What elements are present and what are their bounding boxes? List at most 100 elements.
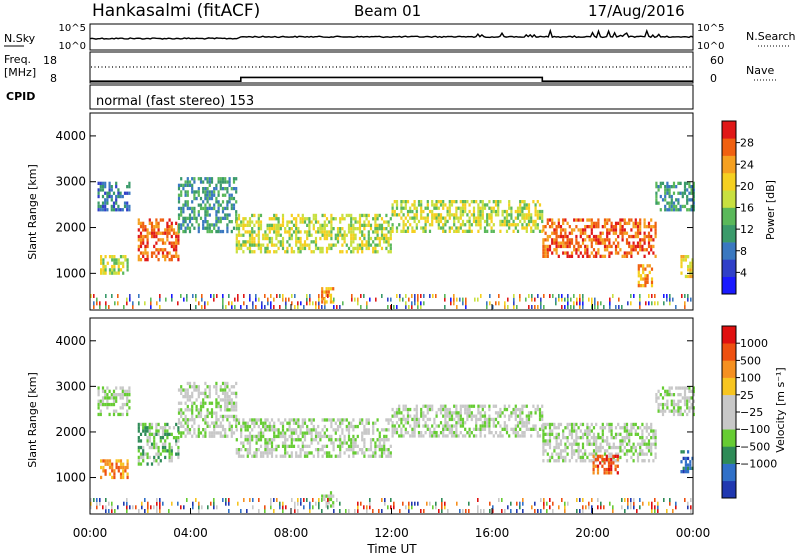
clutter-cell — [309, 294, 311, 298]
data-cell-2 — [137, 422, 140, 427]
data-cell-3 — [191, 216, 194, 220]
noise-axis-bottom-right: 10^0 — [697, 41, 724, 52]
data-cell-4 — [244, 240, 247, 244]
data-cell-6 — [652, 244, 655, 249]
data-cell-4 — [363, 223, 366, 227]
data-cell-1 — [126, 258, 129, 262]
data-cell-3 — [199, 391, 203, 395]
data-cell-5 — [512, 431, 515, 435]
data-cell-6 — [557, 436, 560, 440]
data-cell-4 — [275, 250, 278, 254]
data-cell-9 — [607, 458, 611, 462]
data-cell-2 — [168, 426, 171, 430]
data-cell-3 — [186, 183, 189, 187]
data-cell-5 — [450, 434, 454, 438]
data-cell-4 — [266, 448, 269, 452]
data-cell-4 — [262, 424, 265, 429]
data-cell-4 — [264, 438, 267, 442]
data-cell-3 — [177, 223, 181, 227]
data-cell-2 — [146, 228, 149, 232]
clutter-cell — [531, 294, 533, 298]
data-cell-4 — [358, 418, 362, 422]
clutter-cell — [498, 301, 500, 306]
data-cell-0 — [110, 188, 113, 192]
data-cell-4 — [303, 438, 307, 442]
data-cell-4 — [374, 236, 377, 241]
data-cell-4 — [284, 250, 287, 254]
data-cell-5 — [409, 223, 412, 227]
data-cell-4 — [343, 236, 346, 241]
clutter-cell — [483, 509, 485, 513]
data-cell-6 — [603, 439, 607, 443]
data-cell-3 — [215, 183, 218, 187]
clutter-cell — [399, 297, 401, 302]
data-cell-4 — [347, 230, 351, 234]
data-cell-6 — [621, 228, 624, 232]
data-cell-3 — [177, 200, 181, 204]
data-cell-5 — [479, 414, 482, 418]
clutter-cell — [414, 297, 416, 302]
data-cell-2 — [142, 429, 145, 433]
clutter-cell — [279, 501, 281, 506]
clutter-cell — [687, 501, 689, 506]
data-cell-2 — [168, 251, 171, 255]
data-cell-4 — [270, 454, 274, 458]
data-cell-3 — [208, 401, 211, 405]
data-cell-4 — [301, 421, 304, 425]
colorbar-tick-label: −100 — [740, 423, 770, 436]
data-cell-4 — [372, 240, 375, 244]
data-cell-4 — [257, 230, 260, 234]
data-cell-4 — [372, 217, 375, 221]
data-cell-6 — [553, 459, 556, 463]
data-cell-6 — [555, 445, 558, 450]
data-cell-6 — [564, 251, 567, 255]
data-cell-8 — [327, 501, 330, 505]
data-cell-3 — [232, 177, 236, 181]
clutter-cell — [252, 301, 254, 306]
data-cell-6 — [584, 432, 587, 436]
data-cell-2 — [159, 248, 162, 252]
data-cell-2 — [175, 234, 178, 239]
data-cell-6 — [544, 254, 547, 258]
data-cell-6 — [608, 426, 611, 430]
data-cell-6 — [553, 231, 556, 235]
data-cell-2 — [157, 248, 160, 252]
data-cell-5 — [400, 200, 403, 204]
data-cell-5 — [514, 414, 517, 418]
data-cell-5 — [470, 431, 473, 435]
data-cell-4 — [323, 213, 326, 218]
data-cell-5 — [420, 206, 423, 210]
clutter-cell — [357, 505, 359, 510]
data-cell-4 — [312, 240, 315, 244]
data-cell-5 — [541, 209, 544, 214]
data-cell-1 — [102, 261, 105, 265]
data-cell-5 — [479, 209, 482, 214]
data-cell-4 — [310, 431, 313, 435]
clutter-cell — [273, 305, 275, 309]
data-cell-5 — [411, 434, 414, 438]
data-cell-6 — [577, 241, 580, 245]
clutter-cell — [360, 294, 362, 298]
clutter-cell — [687, 505, 689, 510]
data-cell-2 — [153, 436, 156, 440]
data-cell-10 — [684, 255, 687, 259]
data-cell-1 — [119, 462, 123, 466]
clutter-cell — [681, 294, 683, 298]
clutter-cell — [426, 501, 428, 506]
data-cell-7 — [692, 412, 695, 417]
data-cell-6 — [599, 238, 602, 242]
data-cell-2 — [166, 429, 169, 433]
data-cell-4 — [365, 243, 368, 247]
data-cell-2 — [155, 445, 158, 450]
data-cell-4 — [339, 451, 342, 455]
data-cell-5 — [479, 431, 482, 435]
data-cell-3 — [197, 385, 200, 389]
clutter-cell — [468, 501, 470, 506]
data-cell-5 — [400, 203, 403, 207]
data-cell-4 — [341, 217, 344, 221]
data-cell-5 — [466, 404, 469, 408]
data-cell-6 — [601, 429, 604, 433]
data-cell-6 — [619, 432, 622, 436]
data-cell-5 — [483, 417, 487, 422]
data-cell-5 — [422, 411, 425, 415]
